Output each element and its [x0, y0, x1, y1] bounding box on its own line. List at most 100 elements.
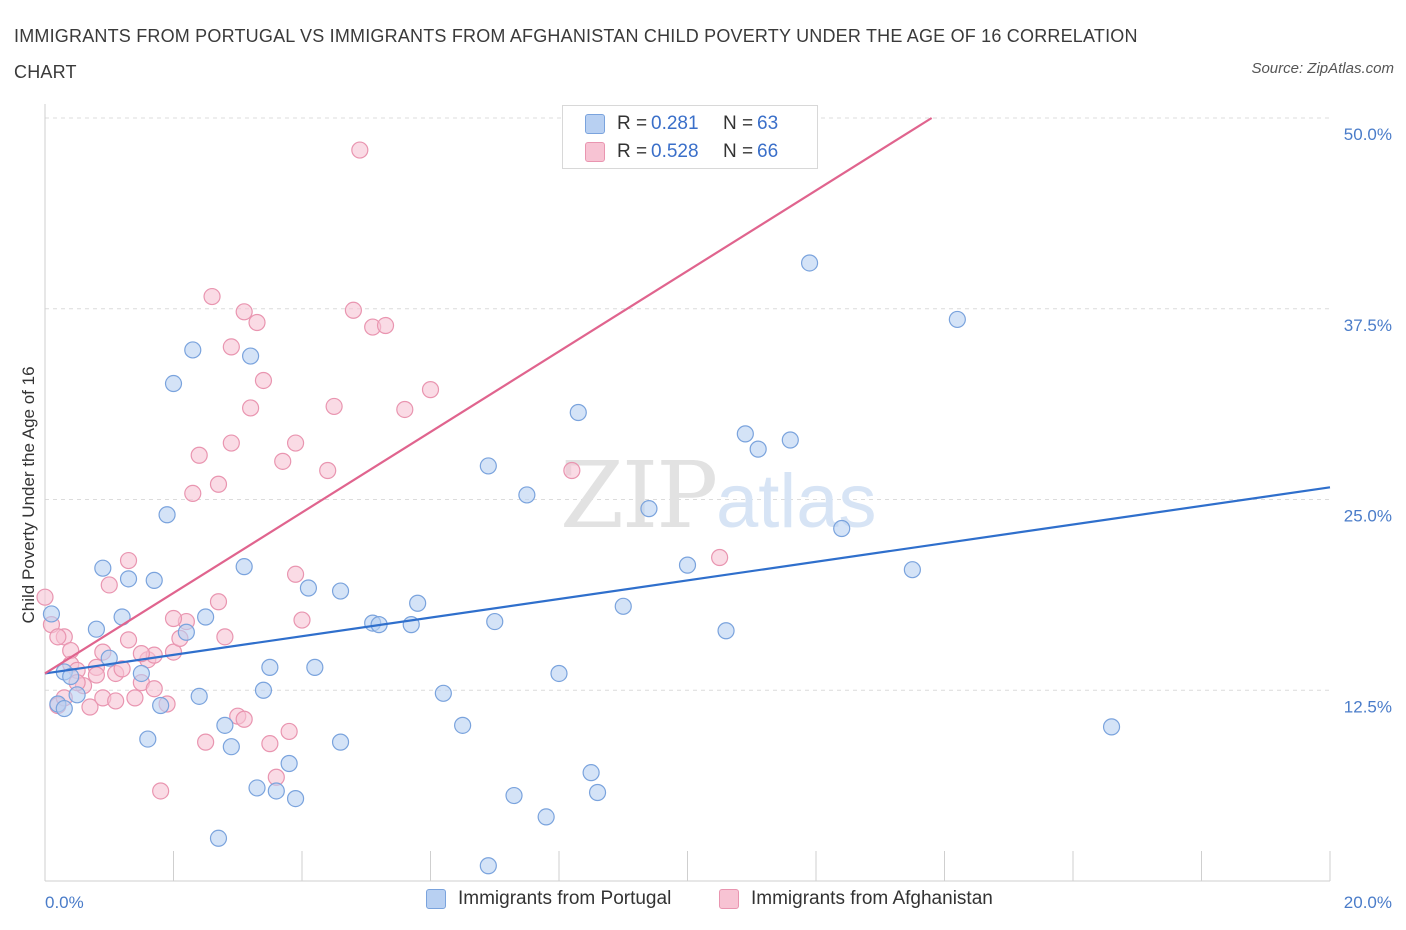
- portugal-point-23: [222, 738, 240, 756]
- portugal-point-32: [299, 579, 318, 597]
- source-label: Source: ZipAtlas.com: [1251, 60, 1394, 77]
- portugal-point-18: [184, 341, 202, 359]
- n-value: 63: [757, 113, 779, 134]
- afghanistan-point-35: [222, 338, 240, 356]
- portugal-point-20: [197, 608, 215, 626]
- portugal-point-52: [640, 500, 658, 518]
- afghanistan-point-34: [222, 434, 240, 452]
- portugal-point-17: [177, 623, 195, 641]
- portugal-point-58: [800, 254, 819, 272]
- afghanistan-point-40: [248, 313, 266, 332]
- portugal-point-2: [55, 699, 73, 718]
- portugal-point-30: [280, 754, 298, 773]
- legend-label-afghanistan: Immigrants from Afghanistan: [751, 888, 993, 909]
- portugal-point-54: [717, 622, 735, 640]
- y-axis-label: Child Poverty Under the Age of 16: [19, 366, 38, 623]
- portugal-point-51: [614, 597, 632, 615]
- afghanistan-point-8: [81, 698, 99, 716]
- y-tick-label-3: 50.0%: [1344, 125, 1392, 144]
- legend-row-afghanistan: R = 0.528 N = 66: [585, 139, 778, 165]
- afghanistan-point-32: [209, 475, 228, 493]
- portugal-points: [42, 254, 1121, 875]
- afghanistan-point-28: [190, 446, 208, 464]
- portugal-point-11: [132, 664, 150, 683]
- portugal-point-57: [781, 431, 799, 449]
- afghanistan-point-44: [274, 452, 292, 470]
- portugal-point-10: [119, 570, 138, 588]
- afghanistan-point-57: [563, 461, 581, 480]
- portugal-point-19: [190, 687, 208, 705]
- afghanistan-point-31: [209, 593, 228, 611]
- afghanistan-point-50: [325, 397, 343, 416]
- afghanistan-point-14: [107, 692, 125, 710]
- portugal-point-45: [518, 486, 536, 504]
- x-tick-label-1: 20.0%: [1344, 893, 1392, 912]
- legend-label-portugal: Immigrants from Portugal: [458, 888, 672, 909]
- portugal-point-24: [235, 558, 253, 576]
- afghanistan-point-45: [280, 722, 298, 741]
- y-tick-label-0: 12.5%: [1344, 697, 1392, 716]
- portugal-point-62: [1102, 718, 1121, 736]
- grid-lines: [45, 117, 1330, 691]
- y-tick-label-2: 37.5%: [1344, 316, 1392, 335]
- portugal-point-55: [736, 425, 754, 443]
- afghanistan-point-46: [286, 565, 305, 583]
- portugal-point-31: [286, 789, 305, 808]
- afghanistan-point-62: [164, 609, 183, 628]
- afghanistan-point-59: [49, 628, 67, 646]
- afghanistan-point-22: [152, 782, 170, 800]
- afghanistan-point-63: [132, 645, 150, 663]
- portugal-point-56: [749, 440, 767, 458]
- portugal-point-47: [550, 664, 568, 683]
- r-value: 0.528: [651, 141, 699, 162]
- portugal-point-33: [306, 658, 324, 676]
- afghanistan-point-41: [254, 371, 273, 390]
- trend-lines: [44, 117, 1331, 675]
- portugal-point-42: [479, 457, 497, 475]
- afghanistan-point-18: [126, 689, 144, 707]
- afghanistan-point-29: [197, 733, 215, 751]
- n-label: N =: [723, 113, 754, 134]
- portugal-point-26: [248, 779, 266, 797]
- afghanistan-point-55: [396, 400, 414, 419]
- afghanistan-swatch: [585, 142, 605, 162]
- x-tick-label-0: 0.0%: [45, 893, 84, 912]
- tick-labels: 12.5% 25.0% 37.5% 50.0% 0.0% 20.0%: [45, 125, 1392, 912]
- portugal-point-5: [68, 686, 86, 704]
- portugal-point-46: [537, 808, 555, 826]
- afghanistan-point-56: [421, 381, 440, 399]
- afghanistan-point-58: [711, 548, 729, 567]
- afghanistan-legend-swatch: [719, 889, 739, 909]
- portugal-point-49: [582, 764, 600, 782]
- r-label: R =: [617, 141, 648, 162]
- portugal-point-8: [100, 649, 118, 667]
- portugal-point-25: [242, 347, 260, 365]
- afghanistan-point-12: [100, 576, 118, 594]
- portugal-swatch: [585, 114, 605, 134]
- legend-item-portugal[interactable]: Immigrants from Portugal: [426, 888, 671, 910]
- afghanistan-point-54: [376, 316, 395, 335]
- portugal-point-43: [486, 612, 504, 631]
- afghanistan-trend-line: [44, 117, 933, 675]
- portugal-point-28: [261, 658, 279, 676]
- portugal-point-12: [139, 730, 157, 748]
- legend-item-afghanistan[interactable]: Immigrants from Afghanistan: [719, 888, 993, 910]
- portugal-point-61: [948, 310, 966, 329]
- n-label: N =: [723, 141, 754, 162]
- afghanistan-point-52: [351, 141, 369, 159]
- portugal-point-0: [42, 605, 61, 623]
- portugal-point-59: [833, 519, 851, 538]
- y-tick-label-1: 25.0%: [1344, 507, 1392, 526]
- portugal-point-22: [216, 716, 234, 734]
- stats-legend: R = 0.281 N = 63 R = 0.528 N = 66: [562, 105, 818, 169]
- afghanistan-point-38: [235, 710, 253, 728]
- n-value: 66: [757, 141, 779, 162]
- portugal-point-48: [569, 403, 587, 422]
- chart-title: IMMIGRANTS FROM PORTUGAL VS IMMIGRANTS F…: [14, 26, 1138, 82]
- portugal-point-44: [505, 786, 523, 805]
- portugal-point-27: [254, 681, 273, 699]
- afghanistan-point-27: [184, 484, 202, 502]
- portugal-point-39: [409, 594, 427, 612]
- afghanistan-point-30: [203, 287, 221, 306]
- portugal-point-16: [164, 374, 183, 393]
